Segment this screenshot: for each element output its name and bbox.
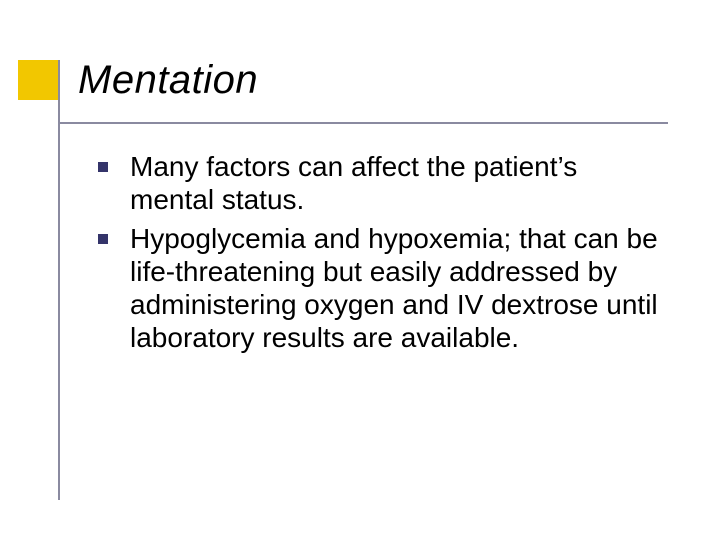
title-accent-box <box>18 60 58 100</box>
list-item-text: Hypoglycemia and hypoxemia; that can be … <box>130 222 658 354</box>
body-text-block: Many factors can affect the patient’s me… <box>98 150 658 360</box>
vertical-divider <box>58 60 60 500</box>
list-item: Many factors can affect the patient’s me… <box>98 150 658 216</box>
square-bullet-icon <box>98 234 108 244</box>
square-bullet-icon <box>98 162 108 172</box>
list-item: Hypoglycemia and hypoxemia; that can be … <box>98 222 658 354</box>
slide: { "colors": { "accent": "#f2c700", "line… <box>0 0 720 540</box>
title-underline <box>58 122 668 124</box>
slide-title: Mentation <box>78 58 258 103</box>
list-item-text: Many factors can affect the patient’s me… <box>130 150 658 216</box>
